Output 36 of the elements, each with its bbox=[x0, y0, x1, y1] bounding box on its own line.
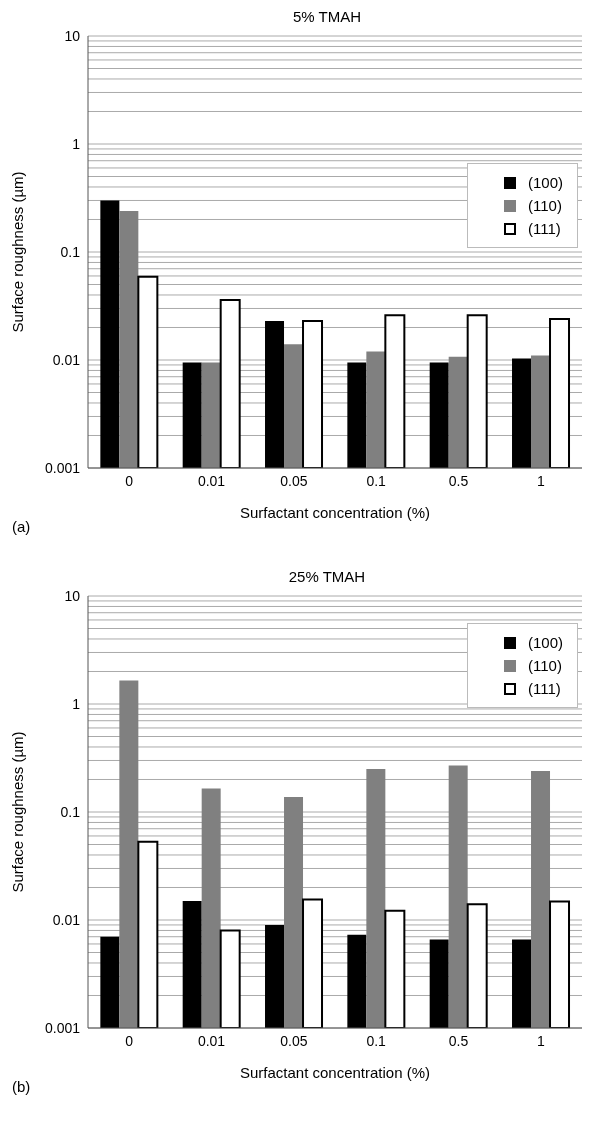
x-tick-label: 0 bbox=[125, 1032, 134, 1049]
text: (a) bbox=[12, 518, 31, 535]
x-tick-label: 0.05 bbox=[280, 1032, 308, 1049]
x-axis-title: Surfactant concentration (%) bbox=[239, 504, 431, 521]
legend-label: (100) bbox=[527, 634, 563, 651]
x-tick-label: 0 bbox=[125, 472, 134, 489]
chart-title: 25% TMAH bbox=[287, 568, 367, 587]
legend-label: (110) bbox=[527, 197, 562, 214]
x-tick-label: 0.5 bbox=[448, 1032, 469, 1049]
y-tick-label: 0.01 bbox=[52, 351, 81, 368]
y-tick-label: 1 bbox=[72, 695, 81, 712]
y-tick-label: 0.01 bbox=[52, 911, 81, 928]
y-tick-label: 10 bbox=[64, 587, 81, 604]
legend-label: (111) bbox=[527, 220, 561, 237]
x-tick-label: 0.05 bbox=[280, 472, 308, 489]
y-tick-label: 0.1 bbox=[60, 803, 81, 820]
y-axis-title: Surface roughness (µm) bbox=[9, 171, 27, 333]
y-tick-label: 0.001 bbox=[44, 459, 81, 476]
x-tick-label: 1 bbox=[536, 1032, 545, 1049]
text: (b) bbox=[12, 1078, 31, 1095]
legend-label: (110) bbox=[527, 657, 562, 674]
x-tick-label: 0.1 bbox=[366, 1032, 387, 1049]
chart-title: 5% TMAH bbox=[291, 8, 363, 27]
legend-label: (111) bbox=[527, 680, 561, 697]
y-axis-title: Surface roughness (µm) bbox=[9, 731, 27, 893]
y-tick-label: 0.1 bbox=[60, 243, 81, 260]
y-tick-label: 10 bbox=[64, 27, 81, 44]
y-tick-label: 1 bbox=[72, 135, 81, 152]
y-tick-label: 0.001 bbox=[44, 1019, 81, 1036]
x-tick-label: 1 bbox=[536, 472, 545, 489]
x-tick-label: 0.01 bbox=[197, 472, 226, 489]
x-tick-label: 0.01 bbox=[197, 1032, 226, 1049]
x-axis-title: Surfactant concentration (%) bbox=[239, 1064, 431, 1081]
legend-label: (100) bbox=[527, 174, 563, 191]
x-tick-label: 0.1 bbox=[366, 472, 387, 489]
x-tick-label: 0.5 bbox=[448, 472, 469, 489]
